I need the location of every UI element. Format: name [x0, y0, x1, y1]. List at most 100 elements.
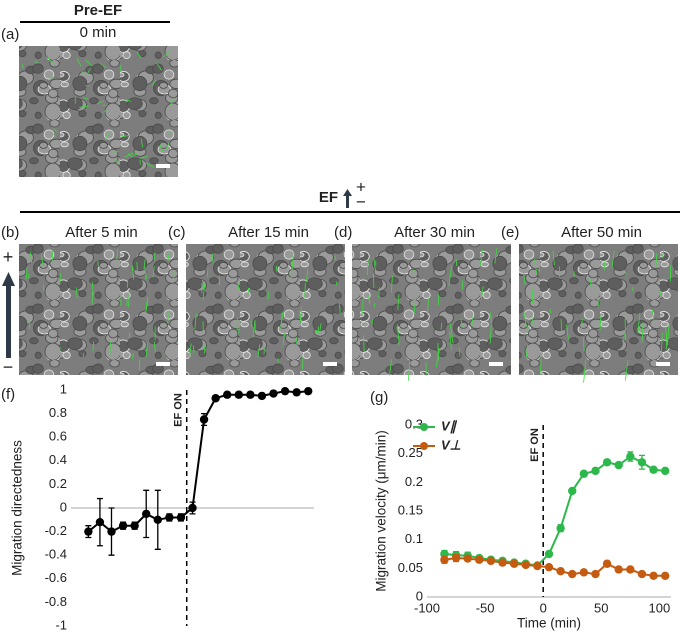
track: [550, 309, 551, 313]
y-tick-label: 0.8: [49, 405, 67, 420]
panel-label: (e): [501, 224, 519, 241]
point: [522, 561, 530, 569]
point: [142, 510, 150, 518]
y-tick-label: 0.2: [405, 474, 423, 489]
track: [133, 154, 138, 155]
y-tick-label: -0.8: [45, 594, 67, 609]
track: [625, 319, 626, 340]
point: [258, 392, 266, 400]
point: [188, 504, 196, 512]
point: [211, 394, 219, 402]
point: [568, 570, 576, 578]
event-label: EF ON: [173, 393, 185, 427]
point: [580, 470, 588, 478]
point: [603, 560, 611, 568]
point: [235, 391, 243, 399]
point: [568, 487, 576, 495]
y-axis-label: Migration directedness: [10, 440, 25, 576]
point: [487, 557, 495, 565]
y-tick-label: -0.2: [45, 523, 67, 538]
track: [305, 283, 306, 298]
point: [165, 513, 173, 521]
x-tick-label: 100: [649, 600, 671, 615]
ef-minus: −: [356, 192, 366, 211]
y-tick-label: 1: [60, 381, 67, 396]
x-tick-label: 0: [540, 600, 547, 615]
micrograph: [19, 46, 178, 177]
y-axis-label: Migration velocity (μm/min): [374, 430, 389, 592]
panel-caption: After 30 min: [394, 224, 475, 241]
track: [204, 345, 205, 353]
y-tick-label: 0.3: [405, 416, 423, 431]
y-tick-label: 0.05: [398, 560, 423, 575]
point: [556, 567, 564, 575]
point: [107, 527, 115, 535]
legend-label: V⊥: [441, 437, 461, 452]
x-tick-label: -50: [476, 600, 495, 615]
y-tick-label: 0.25: [398, 445, 423, 460]
point: [452, 554, 460, 562]
scale-bar: [156, 362, 170, 366]
legend-label: V∥: [441, 418, 458, 434]
x-axis-label: Time (min): [517, 616, 581, 631]
y-tick-label: 0.2: [49, 476, 67, 491]
micrograph: [186, 244, 345, 375]
point: [638, 458, 646, 466]
panel-caption: After 5 min: [65, 224, 138, 241]
micrograph: [519, 244, 678, 375]
point: [545, 550, 553, 558]
point: [304, 387, 312, 395]
scale-bar: [489, 362, 503, 366]
point: [200, 415, 208, 423]
point: [580, 568, 588, 576]
point: [510, 560, 518, 568]
panel-label: (c): [168, 224, 186, 241]
point: [615, 461, 623, 469]
field-arrow: [2, 272, 15, 358]
point: [615, 565, 623, 573]
y-tick-label: -0.6: [45, 570, 67, 585]
point: [269, 389, 277, 397]
scale-bar: [156, 164, 170, 168]
point: [661, 572, 669, 580]
point: [119, 522, 127, 530]
ef-title: EF: [319, 189, 338, 206]
point: [626, 452, 634, 460]
x-tick-label: -100: [414, 600, 440, 615]
panel-label: (d): [334, 224, 352, 241]
point: [292, 388, 300, 396]
point: [84, 527, 92, 535]
x-tick-label: 50: [594, 600, 608, 615]
point: [661, 467, 669, 475]
point: [463, 554, 471, 562]
series-line: [444, 457, 665, 566]
scale-bar: [323, 362, 337, 366]
point: [440, 556, 448, 564]
point: [475, 556, 483, 564]
point: [533, 562, 541, 570]
field-plus: +: [3, 247, 14, 267]
point: [130, 522, 138, 530]
point: [626, 565, 634, 573]
series-line: [88, 391, 308, 531]
point: [638, 570, 646, 578]
y-tick-label: 0.4: [49, 452, 67, 467]
track: [110, 342, 111, 355]
panel-label: (a): [1, 26, 19, 43]
y-tick-label: 0.1: [405, 531, 423, 546]
point: [591, 570, 599, 578]
panel-label: (b): [1, 224, 19, 241]
scale-bar: [656, 362, 670, 366]
point: [556, 524, 564, 532]
point: [498, 558, 506, 566]
point: [649, 572, 657, 580]
panel-caption: 0 min: [80, 24, 117, 41]
point: [246, 391, 254, 399]
legend-marker: [420, 423, 428, 431]
point: [154, 516, 162, 524]
y-tick-label: -0.4: [45, 547, 67, 562]
point: [96, 518, 104, 526]
legend-marker: [420, 442, 428, 450]
